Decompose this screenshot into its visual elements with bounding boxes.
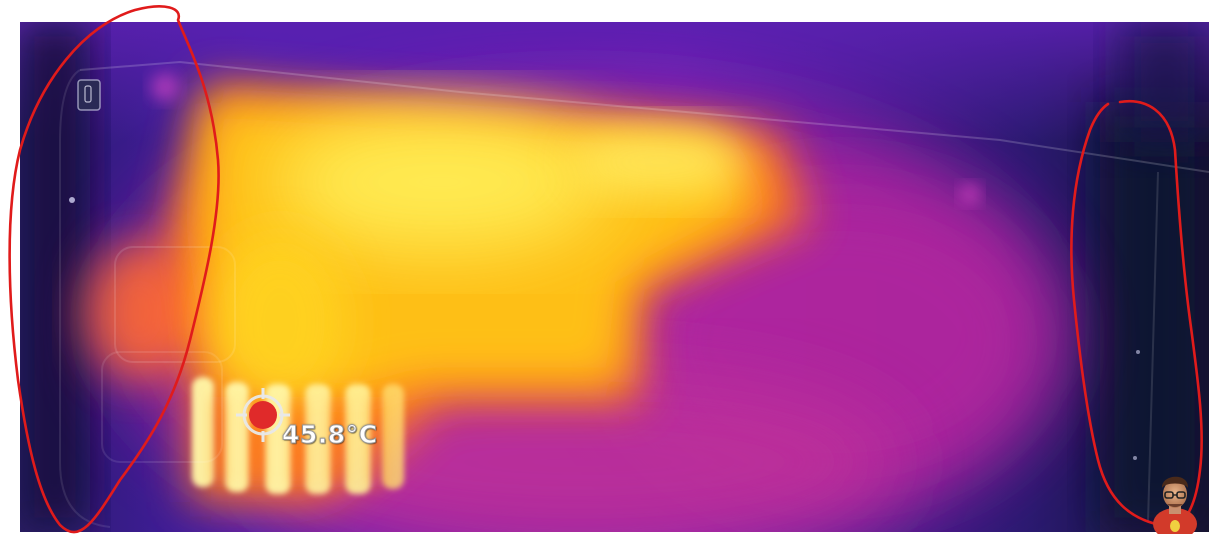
- screw-detail: [1133, 456, 1137, 460]
- fin: [192, 377, 214, 487]
- screw-detail: [1136, 350, 1140, 354]
- thermal-image: [20, 22, 1209, 532]
- warm-spot: [960, 184, 980, 204]
- button-detail: [77, 79, 101, 111]
- fin: [305, 384, 331, 494]
- right-top-edge: [1120, 22, 1209, 142]
- fin: [382, 384, 404, 489]
- temperature-value: 45.8: [282, 420, 346, 449]
- hot-left-core: [210, 232, 350, 412]
- fin-gap: [252, 397, 261, 487]
- fin: [225, 382, 249, 492]
- hottest-core: [270, 112, 610, 252]
- hottest-core-right: [570, 127, 750, 197]
- fin: [345, 384, 371, 494]
- screw-detail: [69, 197, 75, 203]
- fin-gap: [333, 397, 342, 487]
- fin-gap: [293, 397, 302, 487]
- temperature-readout: 45.8°C: [282, 420, 378, 449]
- temperature-unit: °C: [345, 420, 378, 449]
- fin-gap: [372, 397, 380, 487]
- warm-spot: [151, 73, 179, 101]
